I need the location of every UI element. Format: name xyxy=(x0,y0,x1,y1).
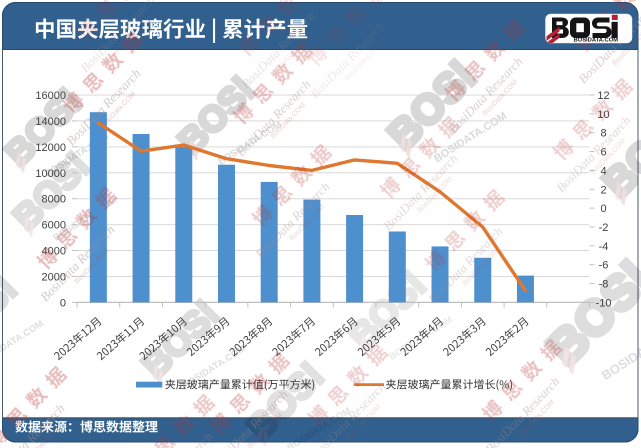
svg-text:0: 0 xyxy=(60,297,66,309)
svg-text:BOSIDATA.COM: BOSIDATA.COM xyxy=(574,38,619,44)
svg-text:0: 0 xyxy=(600,203,606,215)
svg-text:10000: 10000 xyxy=(35,168,66,180)
svg-text:6000: 6000 xyxy=(42,220,66,232)
svg-text:-4: -4 xyxy=(599,241,609,253)
svg-text:8000: 8000 xyxy=(42,194,66,206)
svg-text:2: 2 xyxy=(600,184,606,196)
svg-text:16000: 16000 xyxy=(35,90,66,102)
svg-text:-10: -10 xyxy=(596,297,612,309)
svg-text:4: 4 xyxy=(600,165,606,177)
svg-text:-8: -8 xyxy=(599,279,609,291)
svg-text:-6: -6 xyxy=(599,260,609,272)
svg-text:12000: 12000 xyxy=(35,142,66,154)
svg-text:14000: 14000 xyxy=(35,116,66,128)
svg-text:-2: -2 xyxy=(599,222,609,234)
svg-text:12: 12 xyxy=(597,90,609,102)
